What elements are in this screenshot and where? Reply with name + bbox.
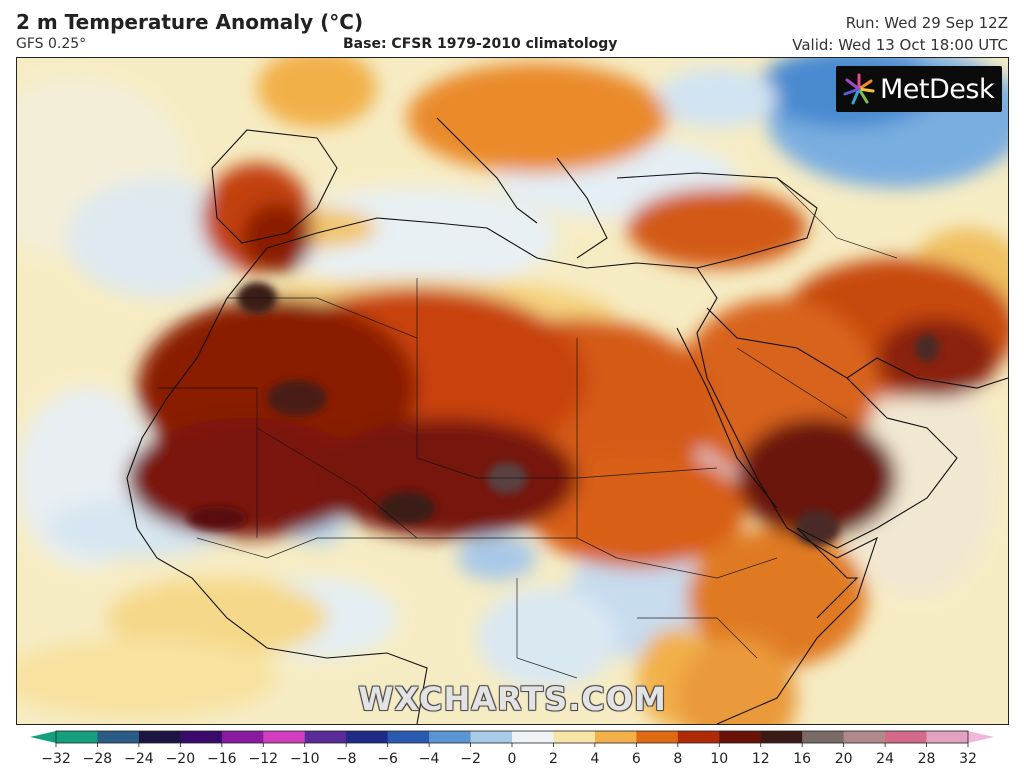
- coastlines: [126, 117, 1008, 724]
- legend-tick-label: 4: [590, 751, 599, 767]
- legend-segment: [346, 731, 389, 743]
- legend-tick-label: −4: [419, 751, 440, 767]
- legend-segment: [553, 731, 596, 743]
- anomaly-field: [17, 58, 1008, 724]
- legend-segment: [636, 731, 679, 743]
- legend-tick-label: 20: [835, 751, 853, 767]
- legend-ticks: −32 −28 −24 −20 −16 −12 −10 −8 −6 −4 −2 0 2 4 6 8 10 12 16…: [41, 743, 977, 767]
- anomaly-map: MetDesk WXCHARTS.COM: [16, 57, 1009, 725]
- legend-tick-label: −32: [41, 751, 71, 767]
- legend-tick-label: 32: [959, 751, 977, 767]
- legend-segment: [429, 731, 472, 743]
- legend-tick-label: −16: [207, 751, 237, 767]
- color-legend: −32 −28 −24 −20 −16 −12 −10 −8 −6 −4 −2 0 2 4 6 8 10 12 16…: [30, 730, 994, 767]
- legend-segment: [470, 731, 513, 743]
- legend-tick-label: −28: [83, 751, 113, 767]
- legend-tick-label: −20: [166, 751, 196, 767]
- legend-segment: [594, 731, 637, 743]
- legend-segment: [263, 731, 306, 743]
- legend-color-segments: [56, 731, 969, 743]
- legend-segment: [180, 731, 223, 743]
- legend-segment: [677, 731, 720, 743]
- legend-arrow-right: [968, 731, 994, 743]
- legend-tick-label: 10: [710, 751, 728, 767]
- legend-arrow-left: [30, 731, 56, 743]
- legend-tick-label: −24: [124, 751, 154, 767]
- legend-tick-label: −8: [336, 751, 357, 767]
- legend-tick-label: 2: [549, 751, 558, 767]
- legend-tick-label: 24: [876, 751, 894, 767]
- run-time-label: Run: Wed 29 Sep 12Z: [845, 14, 1008, 32]
- metdesk-star-icon: [843, 73, 875, 105]
- legend-tick-label: −10: [290, 751, 320, 767]
- legend-segment: [802, 731, 845, 743]
- base-climatology-label: Base: CFSR 1979-2010 climatology: [343, 36, 618, 52]
- valid-time-label: Valid: Wed 13 Oct 18:00 UTC: [792, 36, 1008, 54]
- legend-tick-label: 6: [632, 751, 641, 767]
- metdesk-logo-text: MetDesk: [880, 73, 995, 105]
- legend-segment: [138, 731, 181, 743]
- legend-tick-label: −6: [377, 751, 398, 767]
- country-borders: [157, 177, 898, 679]
- wxcharts-watermark: WXCHARTS.COM: [358, 680, 667, 718]
- legend-segment: [512, 731, 554, 743]
- legend-tick-label: −12: [248, 751, 278, 767]
- legend-tick-label: 28: [918, 751, 936, 767]
- map-canvas: [17, 58, 1008, 724]
- legend-segment: [97, 731, 140, 743]
- legend-segment: [885, 731, 928, 743]
- legend-segment: [304, 731, 347, 743]
- legend-tick-label: −2: [460, 751, 481, 767]
- legend-tick-label: 8: [673, 751, 682, 767]
- chart-title: 2 m Temperature Anomaly (°C): [16, 10, 364, 34]
- model-label: GFS 0.25°: [16, 36, 87, 52]
- metdesk-logo: MetDesk: [836, 66, 1002, 112]
- legend-segment: [719, 731, 762, 743]
- legend-segment: [56, 731, 98, 743]
- legend-tick-label: 0: [508, 751, 517, 767]
- legend-segment: [760, 731, 803, 743]
- legend-tick-label: 16: [793, 751, 811, 767]
- legend-segment: [843, 731, 886, 743]
- legend-segment: [221, 731, 264, 743]
- legend-segment: [926, 731, 969, 743]
- legend-tick-label: 12: [752, 751, 770, 767]
- legend-segment: [387, 731, 430, 743]
